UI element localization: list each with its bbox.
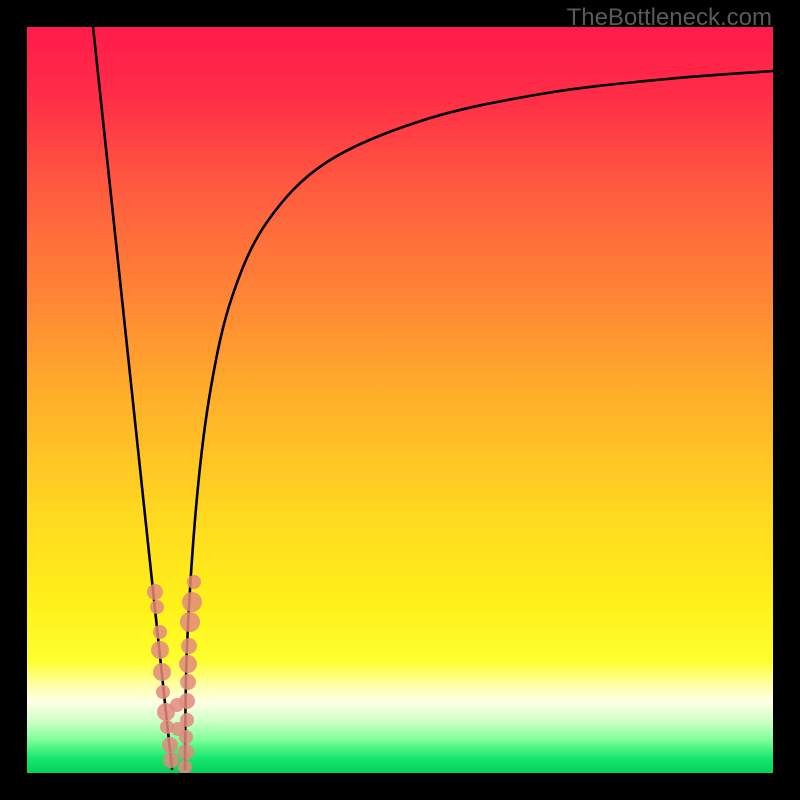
- data-marker: [163, 752, 179, 768]
- data-marker: [179, 730, 193, 744]
- marker-group: [147, 575, 202, 774]
- chart-root: TheBottleneck.com: [0, 0, 800, 800]
- chart-svg: [0, 0, 800, 800]
- data-marker: [180, 612, 200, 632]
- data-marker: [187, 575, 201, 589]
- data-marker: [181, 638, 197, 654]
- data-marker: [151, 641, 169, 659]
- data-marker: [179, 655, 197, 673]
- data-marker: [180, 674, 196, 690]
- data-marker: [156, 685, 170, 699]
- right-curve: [185, 69, 800, 769]
- data-marker: [180, 713, 194, 727]
- data-marker: [147, 584, 163, 600]
- data-marker: [153, 663, 171, 681]
- data-marker: [178, 744, 194, 760]
- data-marker: [182, 592, 202, 612]
- data-marker: [178, 760, 192, 774]
- data-marker: [150, 600, 164, 614]
- data-marker: [153, 625, 167, 639]
- data-marker: [179, 693, 195, 709]
- data-marker: [162, 737, 178, 753]
